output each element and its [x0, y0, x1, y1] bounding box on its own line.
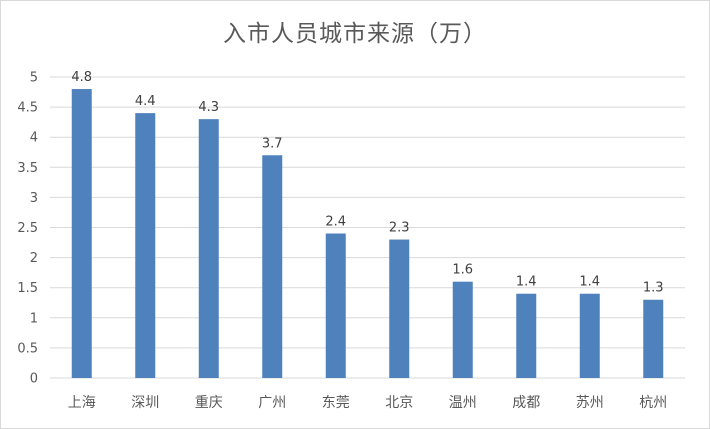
chart-title: 入市人员城市来源（万）: [223, 21, 487, 47]
data-label: 4.8: [71, 70, 92, 85]
bar: [135, 113, 156, 379]
y-tick-label: 0: [30, 372, 38, 387]
bar: [389, 239, 410, 378]
bar: [516, 293, 537, 378]
data-label: 3.7: [262, 136, 283, 151]
y-tick-label: 0.5: [17, 341, 38, 356]
x-category-label: 东莞: [322, 395, 350, 411]
x-category-label: 苏州: [576, 395, 604, 411]
bar: [262, 155, 283, 378]
bar: [452, 281, 473, 378]
bar: [579, 293, 600, 378]
data-label: 1.3: [643, 281, 664, 296]
bar: [325, 233, 346, 378]
x-category-label: 深圳: [131, 395, 159, 411]
x-category-label: 广州: [258, 395, 286, 411]
y-tick-label: 4.5: [17, 101, 38, 116]
y-tick-label: 1.5: [17, 281, 38, 296]
x-category-label: 上海: [68, 395, 96, 411]
data-label: 4.4: [135, 94, 156, 109]
bar: [71, 89, 92, 378]
y-tick-label: 3.5: [17, 161, 38, 176]
data-label: 4.3: [198, 100, 219, 115]
x-category-label: 北京: [385, 395, 413, 411]
data-label: 2.4: [325, 215, 346, 230]
data-label: 1.4: [516, 275, 537, 290]
x-category-label: 成都: [512, 395, 540, 411]
x-category-label: 温州: [449, 395, 477, 411]
bar: [198, 119, 219, 378]
data-label: 2.3: [389, 221, 410, 236]
y-tick-label: 2: [30, 251, 38, 266]
data-label: 1.4: [579, 275, 600, 290]
bar: [643, 299, 664, 378]
x-category-label: 杭州: [639, 395, 667, 411]
x-category-label: 重庆: [195, 395, 223, 411]
y-tick-label: 1: [30, 311, 38, 326]
y-tick-label: 5: [30, 71, 38, 86]
y-tick-label: 2.5: [17, 221, 38, 236]
data-label: 1.6: [452, 263, 473, 278]
y-tick-label: 4: [30, 131, 38, 146]
y-tick-label: 3: [30, 191, 38, 206]
